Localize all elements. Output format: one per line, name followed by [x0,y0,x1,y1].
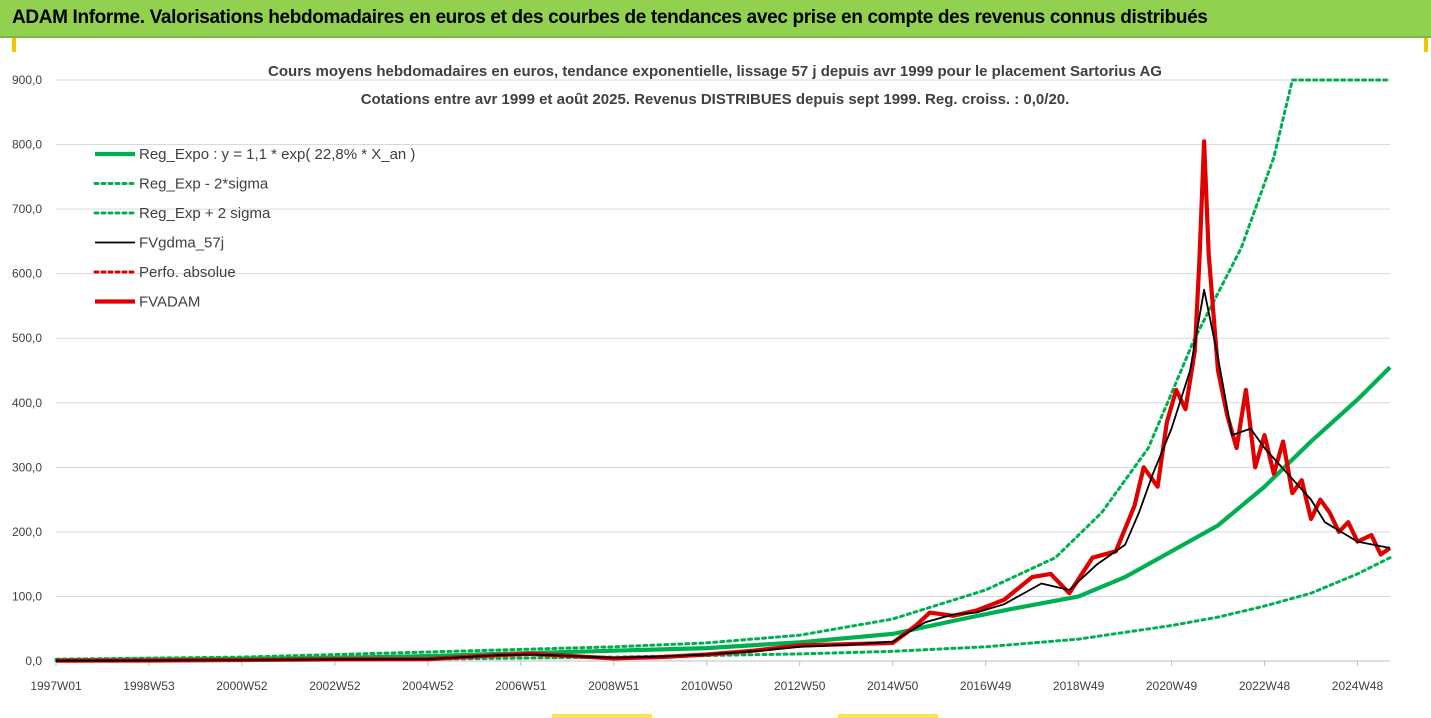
x-tick-label: 2018W49 [1053,679,1105,693]
corner-marker-right [1424,38,1428,52]
x-tick-label: 2010W50 [681,679,733,693]
chart-title-line-2: Cotations entre avr 1999 et août 2025. R… [361,91,1070,108]
legend-label: Reg_Exp - 2*sigma [139,176,269,193]
series-lines [54,78,1392,663]
series-line-0 [55,365,1392,663]
y-tick-label: 400,0 [12,396,42,410]
legend-label: Reg_Exp + 2 sigma [139,205,271,222]
x-axis-ticks: 1997W01 1998W53 2000W52 2002W52 2004W52 2006W… [30,661,1383,693]
y-tick-label: 0,0 [25,654,42,668]
report-banner: ADAM Informe. Valorisations hebdomadaire… [0,0,1431,38]
x-tick-label: 2016W49 [960,679,1012,693]
bottom-marker-2 [838,714,938,718]
y-tick-label: 600,0 [12,267,42,281]
bottom-marker-1 [552,714,652,718]
x-tick-label: 2000W52 [216,679,268,693]
corner-marker-left [12,38,16,52]
legend-label: Reg_Expo : y = 1,1 * exp( 22,8% * X_an ) [139,146,415,163]
y-tick-label: 500,0 [12,331,42,345]
x-tick-label: 2014W50 [867,679,919,693]
x-tick-label: 1998W53 [123,679,175,693]
x-tick-label: 2020W49 [1146,679,1198,693]
x-tick-label: 2006W51 [495,679,547,693]
x-tick-label: 2002W52 [309,679,361,693]
y-tick-label: 700,0 [12,202,42,216]
x-tick-label: 2024W48 [1332,679,1384,693]
x-tick-label: 2004W52 [402,679,454,693]
chart-title-line-1: Cours moyens hebdomadaires en euros, ten… [268,63,1162,80]
legend-label: Perfo. absolue [139,264,236,281]
legend-label: FVgdma_57j [139,235,224,252]
y-tick-label: 200,0 [12,525,42,539]
chart-legend: Reg_Expo : y = 1,1 * exp( 22,8% * X_an )… [93,146,415,311]
legend-label: FVADAM [139,294,200,311]
x-tick-label: 2012W50 [774,679,826,693]
gridlines [56,79,1390,662]
y-tick-label: 900,0 [12,73,42,87]
y-axis-ticks: 0,0 100,0 200,0 300,0 400,0 500,0 600,0 700,0 80… [12,73,42,668]
x-tick-label: 1997W01 [30,679,82,693]
report-title: ADAM Informe. Valorisations hebdomadaire… [12,7,1208,28]
x-tick-label: 2022W48 [1239,679,1291,693]
y-tick-label: 800,0 [12,138,42,152]
series-line-2 [54,78,1392,661]
y-tick-label: 300,0 [12,460,42,474]
x-tick-label: 2008W51 [588,679,640,693]
y-tick-label: 100,0 [12,589,42,603]
series-line-3 [55,288,1391,662]
